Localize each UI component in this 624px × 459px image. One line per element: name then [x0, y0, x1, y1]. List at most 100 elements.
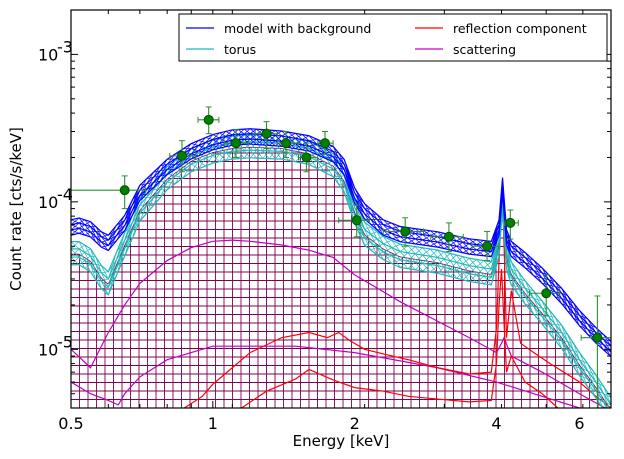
torus-crosshatch — [587, 363, 597, 383]
data-point — [197, 106, 220, 135]
model-with-background-crosshatch — [101, 241, 109, 251]
model-with-background-crosshatch — [429, 230, 438, 238]
torus-crosshatch — [490, 255, 500, 278]
torus-crosshatch — [78, 248, 86, 261]
torus-crosshatch — [462, 263, 470, 274]
model-with-background-crosshatch — [468, 248, 477, 256]
torus-crosshatch — [198, 160, 206, 167]
torus-crosshatch — [541, 316, 549, 333]
data-point — [254, 121, 278, 150]
model-with-background-crosshatch — [533, 260, 543, 274]
model-with-background-crosshatch — [400, 236, 409, 244]
model-with-background-crosshatch — [462, 242, 470, 250]
y-tick-label: 10 — [38, 193, 58, 212]
model-with-background-crosshatch — [517, 256, 526, 269]
legend-label: torus — [224, 42, 256, 57]
model-with-background-crosshatch — [191, 153, 199, 157]
torus-crosshatch — [476, 274, 485, 285]
model-with-background-crosshatch — [524, 252, 534, 266]
torus-crosshatch — [268, 142, 276, 152]
model-with-background-crosshatch — [561, 298, 568, 312]
model-with-background-crosshatch — [78, 228, 86, 236]
data-point — [276, 130, 300, 158]
model-with-background-crosshatch — [84, 219, 91, 227]
torus-crosshatch — [205, 157, 214, 164]
model-lines — [71, 128, 611, 408]
axis-ticks — [70, 9, 611, 409]
torus-crosshatch — [407, 260, 416, 271]
torus-crosshatch — [462, 256, 470, 266]
model-with-background-crosshatch — [468, 238, 477, 245]
y-axis-title: Count rate [cts/s/keV] — [7, 127, 25, 291]
model-with-background-crosshatch — [483, 250, 492, 257]
torus-crosshatch — [256, 134, 264, 143]
model-with-background-crosshatch — [90, 231, 97, 243]
torus-crosshatch — [483, 267, 492, 278]
torus-crosshatch — [548, 316, 556, 333]
torus-crosshatch — [449, 268, 457, 279]
model-with-background-crosshatch — [124, 210, 133, 221]
torus-crosshatch — [376, 231, 384, 244]
torus-crosshatch — [376, 247, 384, 260]
model-with-background-crosshatch — [468, 243, 477, 251]
model-with-background-crosshatch — [275, 130, 282, 137]
torus-crosshatch — [238, 135, 245, 143]
model-with-background-crosshatch — [338, 162, 345, 175]
model-with-background-crosshatch — [603, 344, 611, 357]
data-marker — [400, 226, 411, 237]
torus-crosshatch — [517, 271, 526, 289]
model-with-background-crosshatch — [548, 279, 556, 292]
model-with-background-crosshatch — [153, 180, 161, 183]
model-with-background-crosshatch — [308, 135, 318, 145]
model-with-background-crosshatch — [376, 214, 384, 225]
legend-box — [178, 13, 608, 62]
model-with-background-crosshatch — [256, 133, 263, 141]
torus-crosshatch — [483, 275, 492, 286]
torus-crosshatch — [71, 241, 80, 250]
model-with-background-crosshatch — [524, 262, 534, 276]
y-tick-label: 10 — [38, 340, 58, 359]
model-with-background-crosshatch — [364, 203, 372, 215]
model-with-background-crosshatch — [338, 157, 345, 170]
torus-crosshatch — [116, 248, 125, 260]
data-marker — [281, 138, 292, 149]
model-with-background-crosshatch — [160, 169, 168, 172]
torus-crosshatch — [262, 150, 270, 159]
torus-crosshatch — [90, 263, 97, 281]
x-tick-label: 0.5 — [58, 414, 83, 433]
torus-crosshatch — [554, 332, 562, 349]
torus-crosshatch — [295, 145, 303, 156]
torus-crosshatch — [84, 260, 91, 272]
model-with-background-crosshatch — [131, 189, 141, 201]
torus-crosshatch — [95, 257, 102, 273]
model-with-background-crosshatch — [498, 182, 503, 220]
torus-crosshatch — [84, 252, 91, 265]
torus-crosshatch — [567, 334, 574, 351]
model-with-background-crosshatch — [429, 240, 438, 248]
model-with-background-crosshatch — [490, 234, 500, 252]
torus-crosshatch — [78, 256, 86, 269]
model-with-background-crosshatch — [422, 239, 431, 247]
model-with-background-crosshatch — [198, 140, 206, 143]
model-with-background-crosshatch — [160, 163, 168, 167]
data-point — [317, 130, 334, 155]
model-with-background-crosshatch — [567, 300, 574, 314]
torus-crosshatch — [483, 260, 492, 270]
data-point — [528, 274, 561, 316]
model-with-background-crosshatch — [567, 305, 574, 319]
torus-crosshatch — [382, 243, 393, 257]
model-with-background-crosshatch — [146, 176, 154, 180]
torus-crosshatch — [524, 280, 534, 299]
data-point — [504, 209, 519, 240]
data-marker — [505, 217, 516, 228]
model-with-background-crosshatch — [90, 226, 97, 238]
model-with-background-crosshatch — [524, 257, 534, 271]
model-with-background-crosshatch — [456, 246, 464, 253]
model-with-background-crosshatch — [506, 229, 512, 247]
model-with-background-crosshatch — [603, 334, 611, 347]
torus-crosshatch — [382, 236, 393, 248]
torus-crosshatch — [573, 358, 580, 376]
torus-crosshatch — [183, 169, 192, 173]
torus-crosshatch — [422, 247, 431, 257]
